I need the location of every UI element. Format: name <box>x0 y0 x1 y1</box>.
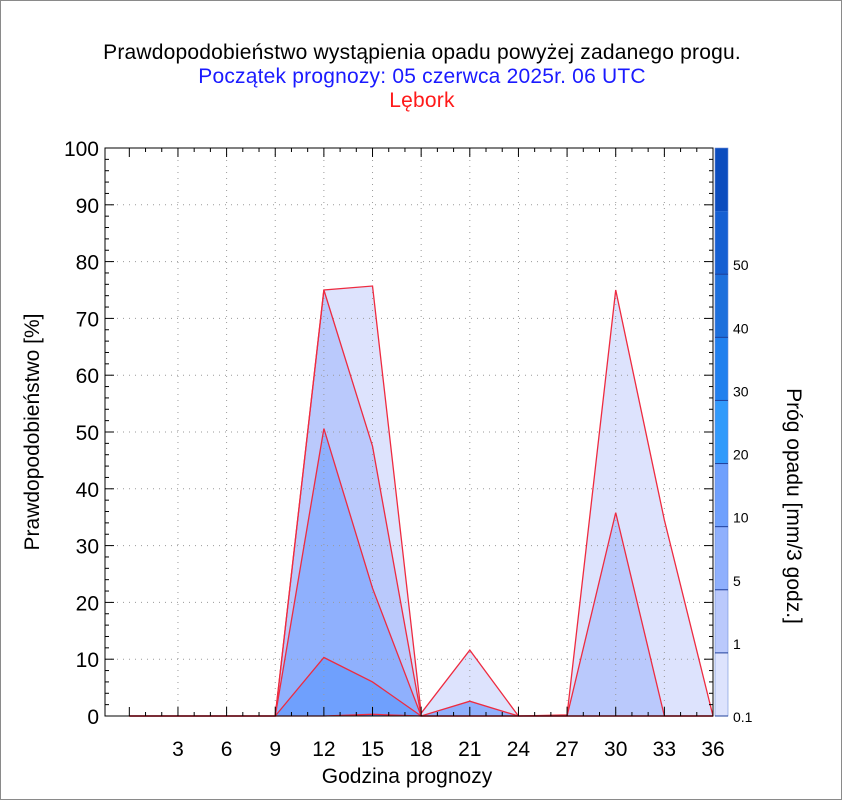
colorbar-segment-5 <box>715 337 728 401</box>
y-axis-label: Prawdopodobieństwo [%] <box>21 314 44 551</box>
x-tick-label-2: 9 <box>269 738 281 761</box>
y-tick-label-9: 90 <box>76 195 99 218</box>
x-tick-label-11: 36 <box>701 738 724 761</box>
x-tick-label-8: 27 <box>555 738 578 761</box>
colorbar-segment-7 <box>715 211 728 275</box>
area-series-layer <box>129 286 713 716</box>
y-tick-label-6: 60 <box>76 365 99 388</box>
colorbar: 0.1 1 5 10 20 30 40 50 <box>714 147 753 725</box>
colorbar-segment-1 <box>715 589 728 653</box>
colorbar-segment-2 <box>715 526 728 590</box>
colorbar-tick-label-4: 20 <box>733 447 749 463</box>
y-tick-label-3: 30 <box>76 536 99 559</box>
x-tick-label-9: 30 <box>604 738 627 761</box>
colorbar-tick-label-0: 0.1 <box>733 709 753 725</box>
y-tick-label-8: 80 <box>76 252 99 275</box>
chart-subtitle: Początek prognozy: 05 czerwca 2025r. 06 … <box>198 65 646 88</box>
colorbar-segment-6 <box>715 274 728 338</box>
x-axis-label: Godzina prognozy <box>322 765 493 788</box>
x-tick-label-5: 18 <box>409 738 432 761</box>
colorbar-tick-label-2: 5 <box>733 573 741 589</box>
y-tick-label-7: 70 <box>76 308 99 331</box>
colorbar-tick-label-7: 50 <box>733 257 749 273</box>
y-tick-label-10: 100 <box>64 138 99 161</box>
x-tick-label-7: 24 <box>507 738 531 761</box>
colorbar-segment-3 <box>715 463 728 527</box>
chart-location: Lębork <box>389 89 455 112</box>
colorbar-segment-0 <box>715 652 728 716</box>
y-tick-label-0: 0 <box>87 706 99 729</box>
x-tick-label-4: 15 <box>361 738 384 761</box>
x-tick-label-6: 21 <box>458 738 481 761</box>
title-block: Prawdopodobieństwo wystąpienia opadu pow… <box>1 41 842 113</box>
x-tick-label-10: 33 <box>653 738 676 761</box>
colorbar-tick-label-1: 1 <box>733 636 741 652</box>
y-tick-label-5: 50 <box>76 422 99 445</box>
colorbar-tick-label-3: 10 <box>733 510 749 526</box>
x-tick-label-0: 3 <box>172 738 184 761</box>
y-tick-label-4: 40 <box>76 479 99 502</box>
colorbar-segment-8 <box>715 148 728 212</box>
colorbar-tick-label-6: 40 <box>733 320 749 336</box>
colorbar-segment-4 <box>715 400 728 464</box>
colorbar-tick-label-5: 30 <box>733 383 749 399</box>
y-tick-label-1: 10 <box>76 649 99 672</box>
colorbar-label: Próg opadu [mm/3 godz.] <box>782 388 805 624</box>
y-tick-label-2: 20 <box>76 592 99 615</box>
chart-title: Prawdopodobieństwo wystąpienia opadu pow… <box>103 41 741 64</box>
x-tick-label-3: 12 <box>312 738 335 761</box>
x-tick-label-1: 6 <box>221 738 233 761</box>
